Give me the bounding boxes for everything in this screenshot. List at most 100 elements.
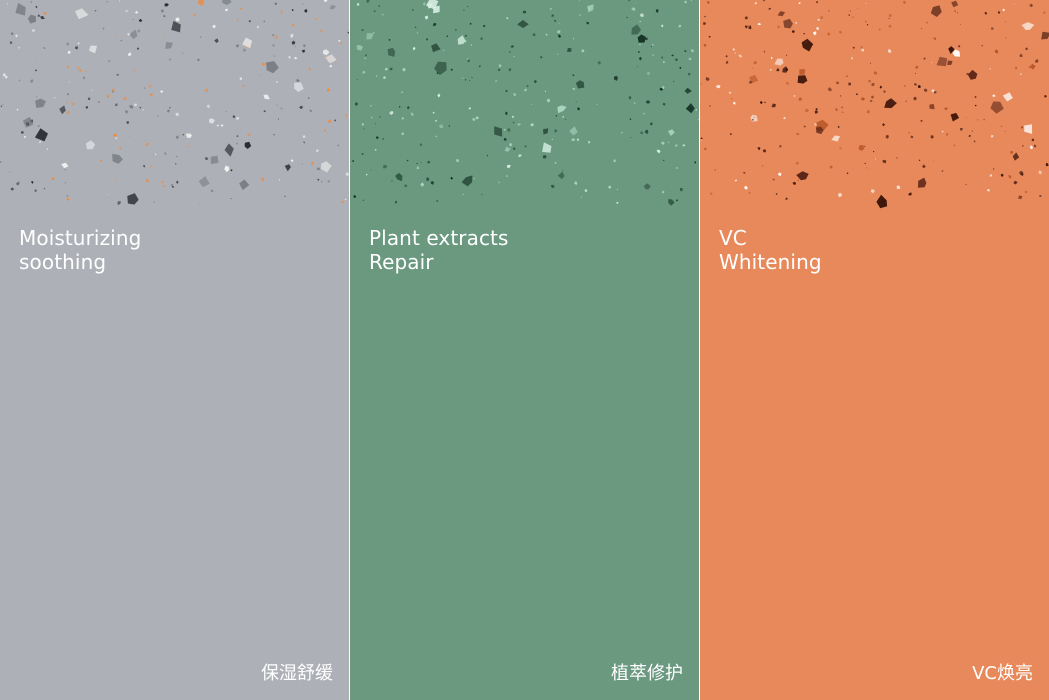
speckle xyxy=(557,171,565,180)
speckle xyxy=(887,49,892,53)
speckle xyxy=(691,49,695,53)
speckle xyxy=(0,105,3,108)
speckle xyxy=(584,189,588,193)
speckle xyxy=(871,82,875,86)
speckle-pattern xyxy=(350,0,699,206)
speckle xyxy=(340,200,344,203)
speckle xyxy=(984,11,987,15)
speckle xyxy=(15,2,26,16)
speckle xyxy=(990,101,1004,114)
speckle xyxy=(224,165,230,173)
speckle xyxy=(903,85,906,87)
speckle xyxy=(471,76,473,78)
speckle xyxy=(472,117,476,122)
speckle xyxy=(10,32,14,36)
speckle xyxy=(134,10,139,14)
speckle xyxy=(931,61,933,64)
speckle xyxy=(744,16,748,20)
speckle xyxy=(464,40,467,43)
speckle xyxy=(703,15,706,18)
speckle xyxy=(473,177,475,180)
speckle xyxy=(930,135,934,139)
speckle xyxy=(933,37,937,41)
speckle xyxy=(888,24,892,28)
speckle xyxy=(703,43,707,47)
speckle xyxy=(575,80,585,89)
speckle xyxy=(1024,124,1033,134)
speckle xyxy=(212,24,216,28)
speckle xyxy=(805,108,809,113)
speckle xyxy=(209,118,215,124)
speckle xyxy=(214,38,219,43)
speckle xyxy=(30,0,33,3)
speckle xyxy=(626,16,628,19)
speckle xyxy=(426,38,429,41)
speckle xyxy=(572,87,576,91)
speckle xyxy=(852,46,855,49)
speckle xyxy=(363,128,365,130)
speckle xyxy=(777,172,782,177)
speckle xyxy=(149,93,153,97)
speckle xyxy=(542,142,552,153)
speckle xyxy=(816,1,818,4)
speckle xyxy=(497,68,501,72)
speckle xyxy=(744,185,748,190)
speckle xyxy=(139,106,142,109)
speckle xyxy=(361,123,364,126)
speckle xyxy=(145,142,149,146)
speckle xyxy=(356,45,364,51)
speckle xyxy=(852,16,854,18)
speckle xyxy=(123,97,127,101)
speckle xyxy=(120,39,123,42)
speckle xyxy=(761,164,764,167)
speckle xyxy=(150,165,152,168)
speckle xyxy=(873,71,877,75)
speckle xyxy=(688,57,692,61)
speckle xyxy=(175,180,179,184)
speckle xyxy=(848,14,850,16)
speckle xyxy=(866,110,870,114)
speckle xyxy=(704,147,707,151)
speckle xyxy=(554,19,557,22)
speckle xyxy=(366,0,370,4)
speckle xyxy=(540,56,543,59)
speckle xyxy=(700,139,702,141)
speckle xyxy=(524,145,527,148)
speckle xyxy=(1020,73,1022,75)
speckle xyxy=(815,108,818,111)
panel-title: Plant extracts Repair xyxy=(369,226,509,274)
speckle xyxy=(795,21,797,24)
speckle xyxy=(10,187,15,191)
speckle xyxy=(32,29,36,32)
speckle xyxy=(1005,37,1007,39)
speckle xyxy=(498,64,502,68)
speckle xyxy=(470,44,473,46)
speckle xyxy=(46,148,49,151)
speckle xyxy=(1013,3,1015,5)
speckle xyxy=(164,3,169,7)
speckle xyxy=(989,68,991,70)
speckle xyxy=(127,193,139,205)
speckle xyxy=(143,87,146,89)
speckle xyxy=(236,19,239,22)
speckle xyxy=(976,119,979,121)
speckle xyxy=(931,88,935,93)
speckle xyxy=(768,8,771,11)
speckle xyxy=(861,97,865,101)
speckle xyxy=(439,124,444,128)
speckle xyxy=(793,95,796,97)
speckle xyxy=(574,181,578,186)
speckle xyxy=(679,188,683,192)
speckle xyxy=(860,45,863,49)
speckle xyxy=(461,77,464,79)
speckle xyxy=(326,88,331,92)
speckle xyxy=(785,68,788,72)
speckle xyxy=(509,51,511,53)
speckle xyxy=(774,58,784,66)
speckle xyxy=(997,10,1001,14)
speckle xyxy=(902,0,906,5)
speckle xyxy=(668,199,675,206)
speckle xyxy=(968,134,972,137)
speckle xyxy=(370,169,372,171)
speckle xyxy=(616,189,618,190)
